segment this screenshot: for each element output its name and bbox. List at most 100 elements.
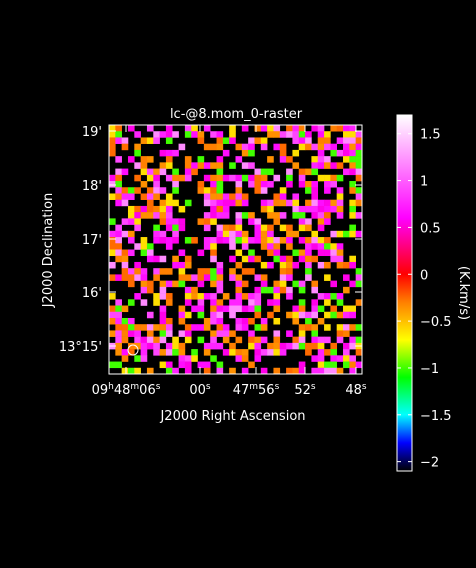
heatmap-cell <box>317 212 325 219</box>
heatmap-cell <box>159 255 167 263</box>
heatmap-cell <box>210 274 217 281</box>
heatmap-cell <box>140 274 148 281</box>
heatmap-cell <box>109 143 116 151</box>
heatmap-cell <box>311 305 319 313</box>
heatmap-cell <box>355 137 363 144</box>
heatmap-cell <box>311 156 319 163</box>
heatmap-cell <box>140 349 148 356</box>
heatmap-cell <box>222 230 230 238</box>
heatmap-cell <box>165 268 173 275</box>
heatmap-cell <box>146 199 154 207</box>
heatmap-cell <box>146 125 154 132</box>
heatmap-cell <box>165 299 173 306</box>
heatmap-cell <box>172 367 179 375</box>
heatmap-cell <box>298 131 306 138</box>
heatmap-cell <box>355 274 363 281</box>
heatmap-cell <box>184 125 192 132</box>
heatmap-cell <box>286 199 293 207</box>
heatmap-cell <box>216 131 224 138</box>
heatmap-cell <box>260 336 268 344</box>
heatmap-cell <box>324 187 331 194</box>
heatmap-cell <box>216 237 224 244</box>
heatmap-cell <box>153 193 160 200</box>
heatmap-cell <box>165 280 173 288</box>
heatmap-cell <box>286 125 293 132</box>
x-tick-m-unit: m <box>130 382 139 392</box>
heatmap-cell <box>197 156 205 163</box>
heatmap-cell <box>267 299 274 306</box>
heatmap-cell <box>324 261 331 269</box>
heatmap-cell <box>273 174 281 182</box>
heatmap-cell <box>146 212 154 219</box>
colorbar-tick-label: −1 <box>420 362 439 377</box>
heatmap-cell <box>146 311 154 319</box>
heatmap-cell <box>279 274 287 281</box>
heatmap-cell <box>165 224 173 232</box>
heatmap-cell <box>336 311 344 319</box>
heatmap-cell <box>197 137 205 144</box>
heatmap-cell <box>292 230 300 238</box>
heatmap-cell <box>241 255 249 263</box>
heatmap-cell <box>254 224 262 232</box>
heatmap-cell <box>305 143 312 151</box>
heatmap-cell <box>210 181 217 188</box>
heatmap-cell <box>298 324 306 331</box>
heatmap-cell <box>222 193 230 200</box>
heatmap-cell <box>159 317 167 325</box>
heatmap-cell <box>216 199 224 207</box>
colorbar <box>396 114 413 472</box>
heatmap-cell <box>109 330 116 337</box>
heatmap-cell <box>172 218 179 225</box>
heatmap-cell <box>178 280 186 288</box>
heatmap-cell <box>146 193 154 200</box>
heatmap-cell <box>324 218 331 225</box>
heatmap-cell <box>121 355 129 362</box>
heatmap-cell <box>229 330 236 337</box>
heatmap-cell <box>197 218 205 225</box>
heatmap-cell <box>146 137 154 144</box>
heatmap-cell <box>317 162 325 169</box>
heatmap-cell <box>184 361 192 369</box>
heatmap-cell <box>273 349 281 356</box>
heatmap-cell <box>121 187 129 194</box>
heatmap-cell <box>172 149 179 157</box>
heatmap-cell <box>241 293 249 300</box>
heatmap-cell <box>317 224 325 232</box>
heatmap-cell <box>343 156 350 163</box>
heatmap-cell <box>121 317 129 325</box>
heatmap-cell <box>260 243 268 250</box>
heatmap-cell <box>241 149 249 157</box>
heatmap-cell <box>273 218 281 225</box>
heatmap-cell <box>305 205 312 213</box>
heatmap-cell <box>343 355 350 362</box>
heatmap-cell <box>115 125 122 132</box>
heatmap-cell <box>254 336 262 344</box>
heatmap-cell <box>286 293 293 300</box>
heatmap-cell <box>273 249 281 257</box>
heatmap-cell <box>210 193 217 200</box>
heatmap-cell <box>184 336 192 344</box>
heatmap-cell <box>146 324 154 331</box>
heatmap-cell <box>241 268 249 275</box>
heatmap-cell <box>248 212 255 219</box>
heatmap-cell <box>229 230 236 238</box>
heatmap-cell <box>260 143 268 151</box>
heatmap-cell <box>229 237 236 244</box>
heatmap-cell <box>254 181 262 188</box>
heatmap-cell <box>134 143 141 151</box>
heatmap-cell <box>127 218 135 225</box>
heatmap-cell <box>210 187 217 194</box>
heatmap-cell <box>241 355 249 362</box>
heatmap-cell <box>109 261 116 269</box>
x-tick-label: 00s <box>189 382 211 398</box>
heatmap-cell <box>153 205 160 213</box>
y-tick-label: 17' <box>82 233 102 248</box>
heatmap-cell <box>349 131 356 138</box>
heatmap-cell <box>203 317 211 325</box>
heatmap-cell <box>273 212 281 219</box>
heatmap-cell <box>305 261 312 269</box>
heatmap-cell <box>153 255 160 263</box>
heatmap-cell <box>336 205 344 213</box>
y-axis-label: J2000 Declination <box>41 193 56 309</box>
heatmap-cell <box>311 280 319 288</box>
